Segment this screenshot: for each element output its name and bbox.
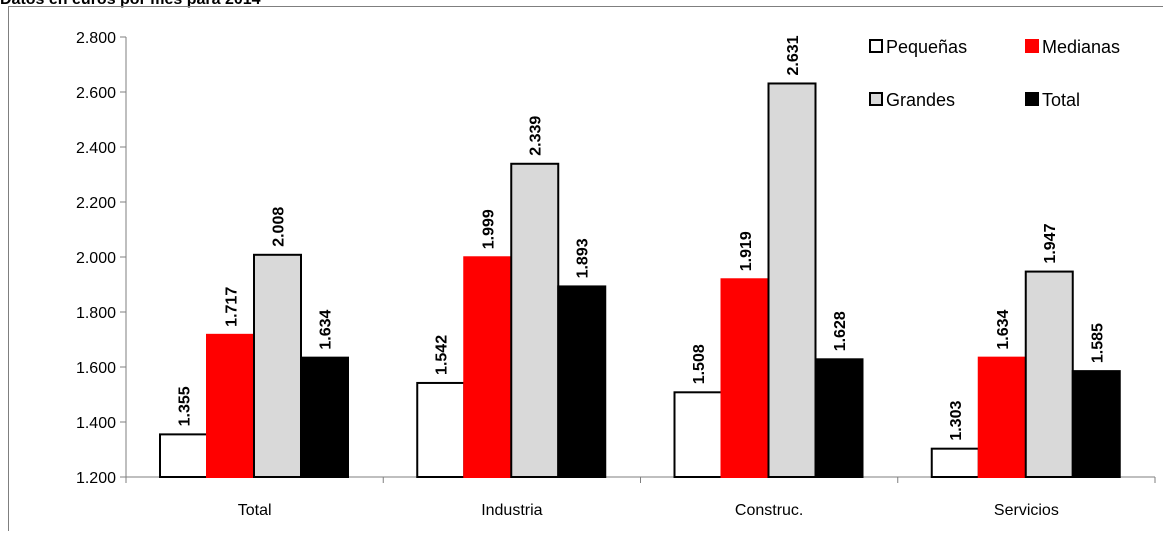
data-label: 1.947 [1042,223,1059,263]
data-label: 1.717 [224,287,241,327]
legend-swatch [869,39,883,53]
bar [814,358,864,478]
chart-caption: Datos en euros por mes para 2014 [0,0,261,9]
data-label: 2.631 [785,35,802,75]
data-label: 1.303 [948,401,965,441]
y-tick-label: 2.600 [76,85,116,102]
legend-label: Grandes [886,90,955,110]
bar [510,162,560,478]
legend-swatch [1025,39,1039,53]
y-tick-label: 1.400 [76,415,116,432]
x-tick-label: Servicios [994,502,1059,519]
bar [1071,370,1121,478]
data-label: 1.542 [434,335,451,375]
legend-label: Medianas [1042,37,1120,57]
data-label: 1.919 [738,231,755,271]
bar [930,447,980,478]
bar [253,253,302,478]
bar [977,356,1027,478]
data-label: 1.355 [177,386,194,426]
data-label: 1.585 [1089,323,1106,363]
bar [300,356,349,478]
legend: Pequeñas Medianas Grandes Total [869,37,1120,110]
y-tick-label: 2.000 [76,250,116,267]
bar [720,278,770,478]
data-label: 1.634 [318,310,335,350]
bar [557,285,607,478]
data-label: 1.893 [575,238,592,278]
y-tick-label: 1.200 [76,470,116,487]
data-label: 1.628 [832,311,849,351]
legend-label: Total [1042,90,1080,110]
x-tick-label: Total [238,502,272,519]
data-label: 1.999 [481,209,498,249]
data-label: 2.339 [528,116,545,156]
bar [1024,270,1074,479]
bar [159,433,208,478]
bar [463,256,513,478]
x-tick-label: Industria [481,502,542,519]
data-labels: 1.355 1.717 2.008 1.634 1.542 1.999 2.339 1.893… [177,35,1107,440]
legend-label: Pequeñas [886,37,967,57]
bars [159,82,1121,479]
data-label: 2.008 [271,207,288,247]
legend-swatch [869,92,883,106]
data-label: 1.634 [995,310,1012,350]
y-tick-label: 1.600 [76,360,116,377]
bar [416,381,466,479]
y-tick-label: 1.800 [76,305,116,322]
y-tick-label: 2.800 [76,30,116,47]
bar [673,391,723,478]
x-tick-label: Construc. [735,502,803,519]
data-label: 1.508 [691,344,708,384]
y-tick-label: 2.200 [76,195,116,212]
bar [206,333,255,479]
chart-frame [8,6,1163,531]
bar [767,82,817,478]
legend-swatch [1025,92,1039,106]
y-tick-label: 2.400 [76,140,116,157]
